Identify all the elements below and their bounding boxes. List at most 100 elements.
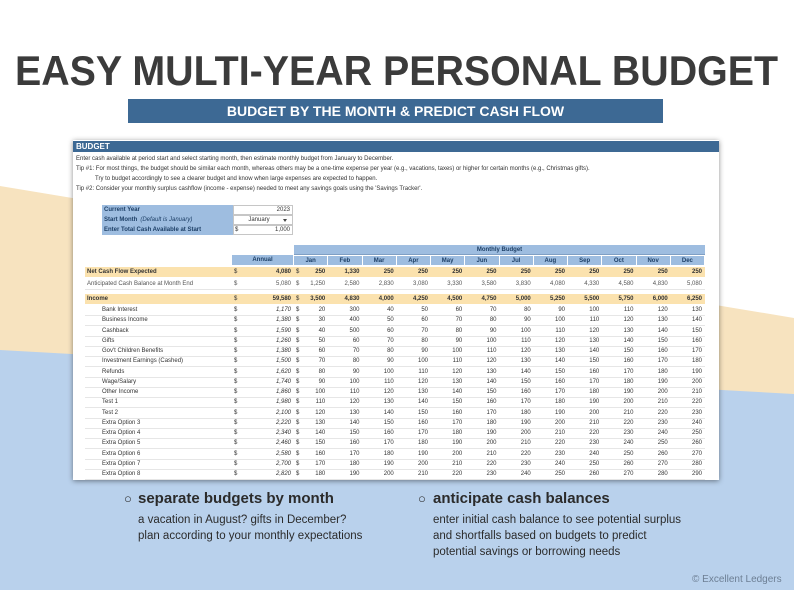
month-value: 180 [383, 450, 394, 457]
month-value: 100 [349, 378, 360, 385]
month-value: 80 [489, 317, 497, 324]
month-value: 160 [383, 430, 394, 436]
feature-line: potential savings or borrowing needs [433, 546, 621, 558]
annual-value: 2,460 [275, 440, 291, 447]
dropdown-arrow[interactable] [283, 219, 287, 222]
month-value: 260 [589, 471, 600, 477]
month-value: 140 [452, 389, 463, 395]
month-value: 180 [589, 389, 600, 395]
month-value: 140 [657, 327, 668, 334]
month-value: 190 [349, 471, 360, 477]
month-value: 240 [657, 430, 668, 436]
month-value: 190 [486, 430, 497, 436]
annual-value: 1,590 [275, 327, 291, 334]
row-label: Net Cash Flow Expected [87, 269, 157, 275]
month-value: 250 [554, 269, 565, 275]
currency: $ [234, 368, 238, 375]
month-value: 160 [315, 450, 326, 457]
month-value: 250 [520, 269, 531, 275]
month-value: 4,250 [412, 296, 428, 302]
month-value: 120 [657, 307, 668, 313]
month-value: 230 [486, 471, 497, 477]
month-value: 220 [452, 471, 463, 477]
month-value: 230 [520, 460, 531, 467]
month-value: 110 [418, 368, 428, 375]
feature-line: plan according to your monthly expectati… [138, 530, 363, 542]
month-value: 200 [589, 409, 600, 416]
month-value: 190 [383, 460, 394, 467]
month-value: 140 [691, 317, 702, 324]
month-value: 160 [520, 389, 531, 395]
setting-label: Current Year [102, 205, 233, 215]
setting-label: Start Month (Default is January) [102, 215, 233, 225]
month-value: 250 [657, 269, 668, 275]
currency: $ [234, 419, 238, 426]
row-rule [85, 417, 705, 419]
column-header: Jul [499, 256, 533, 265]
month-value: 90 [524, 317, 531, 324]
row-label: Bank Interest [102, 307, 138, 313]
month-value: 60 [421, 317, 428, 324]
row-rule [85, 335, 705, 337]
month-value: 170 [349, 450, 360, 457]
month-value: 240 [623, 440, 634, 447]
month-value: 220 [554, 440, 565, 447]
month-value: 130 [691, 307, 702, 313]
month-value: 250 [589, 460, 600, 467]
currency: $ [296, 327, 300, 334]
month-value: 170 [315, 460, 326, 467]
annual-value: 59,580 [272, 296, 291, 302]
month-value: 1,250 [310, 281, 326, 287]
month-value: 160 [554, 378, 565, 385]
column-header: Oct [602, 256, 636, 265]
month-value: 170 [589, 378, 600, 385]
month-value: 130 [520, 358, 531, 365]
month-value: 70 [318, 358, 326, 365]
row-rule [85, 438, 705, 439]
month-value: 140 [315, 430, 326, 436]
row-label: Test 1 [102, 399, 119, 406]
month-value: 150 [417, 409, 428, 416]
annual-value: 1,500 [275, 358, 291, 365]
month-value: 200 [486, 440, 497, 447]
row-label: Extra Option 4 [102, 430, 141, 436]
instruction: Try to budget accordingly to see a clear… [95, 176, 378, 182]
month-value: 90 [455, 337, 463, 344]
currency: $ [296, 337, 300, 344]
month-value: 80 [318, 368, 326, 375]
row-label: Wage/Salary [102, 378, 137, 385]
month-value: 5,000 [515, 296, 531, 302]
column-header: Sep [568, 256, 602, 265]
instruction: Tip #2: Consider your monthly surplus ca… [76, 186, 423, 192]
month-value: 280 [691, 460, 702, 467]
row-label: Extra Option 7 [102, 460, 141, 467]
month-value: 30 [318, 317, 326, 324]
currency: $ [296, 378, 300, 385]
annual-value: 1,380 [275, 348, 291, 354]
month-value: 60 [318, 348, 326, 354]
row-rule [85, 448, 705, 450]
month-value: 130 [452, 378, 463, 385]
bullet: ○ [124, 491, 132, 506]
annual-value: 1,260 [275, 337, 291, 344]
currency: $ [296, 348, 300, 354]
row-rule [85, 325, 705, 327]
month-value: 170 [623, 368, 634, 375]
month-value: 180 [315, 471, 326, 477]
month-value: 180 [657, 368, 668, 375]
column-header: Jun [465, 256, 499, 265]
setting-value[interactable]: January [233, 215, 293, 225]
month-value: 2,580 [344, 281, 360, 287]
row-rule [85, 289, 705, 290]
row-label: Business Income [102, 317, 148, 324]
row-label: Income [87, 296, 109, 302]
month-value: 120 [554, 337, 565, 344]
month-value: 100 [589, 307, 600, 313]
month-value: 170 [486, 409, 497, 416]
setting-value: 1,000 [233, 225, 293, 235]
month-value: 100 [554, 317, 565, 324]
month-value: 100 [520, 327, 531, 334]
annual-value: 1,740 [275, 378, 291, 385]
currency: $ [234, 358, 238, 365]
month-value: 180 [520, 409, 531, 416]
